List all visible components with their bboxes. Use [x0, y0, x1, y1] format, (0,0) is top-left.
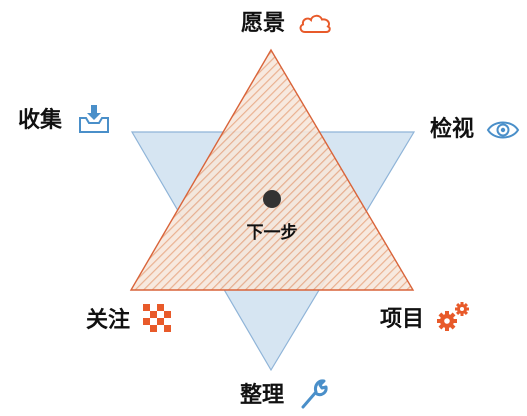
node-label-lower-right: 项目: [380, 307, 425, 332]
node-label-top: 愿景: [241, 11, 286, 36]
inbox-icon: [79, 105, 109, 133]
center-label: 下一步: [246, 223, 298, 243]
center-dot: [263, 190, 281, 208]
node-label-lower-left: 关注: [86, 308, 131, 333]
eye-icon: [486, 121, 520, 139]
checker-grid-icon: [143, 304, 171, 332]
node-label-upper-right: 检视: [430, 117, 475, 142]
gears-icon: [437, 302, 469, 331]
node-label-upper-left: 收集: [18, 108, 63, 133]
cloud-icon: [299, 14, 331, 33]
wrench-icon: [301, 379, 328, 409]
up-triangle: [129, 48, 415, 291]
node-label-bottom: 整理: [240, 383, 285, 408]
